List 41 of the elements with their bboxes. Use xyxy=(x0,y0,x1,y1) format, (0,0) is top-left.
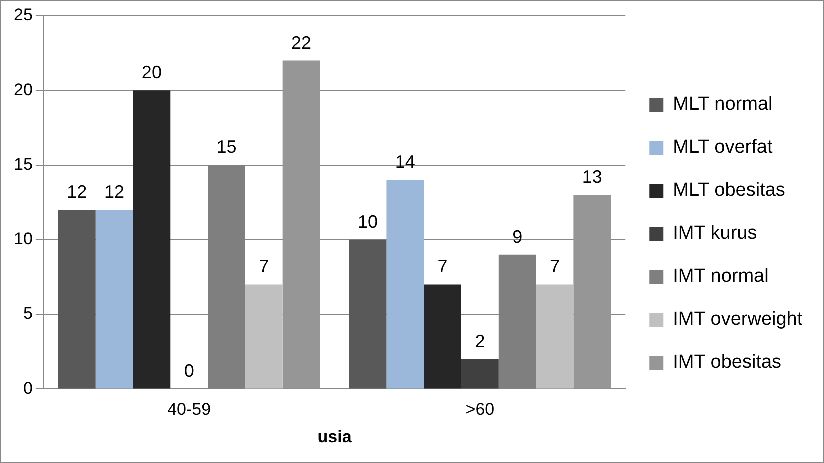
data-label: 7 xyxy=(259,256,270,277)
data-label: 14 xyxy=(395,152,416,172)
legend-label: IMT overweight xyxy=(673,309,804,330)
legend-label: MLT overfat xyxy=(673,137,774,158)
data-label: 22 xyxy=(292,32,312,53)
data-label: 7 xyxy=(550,256,560,277)
data-label: 9 xyxy=(512,226,523,247)
bar xyxy=(349,240,387,389)
y-tick-label: 0 xyxy=(23,378,33,398)
x-axis-title: usia xyxy=(318,427,352,446)
legend-label: IMT kurus xyxy=(673,223,758,244)
bar xyxy=(58,210,96,389)
y-tick-label: 25 xyxy=(14,6,33,25)
data-label: 0 xyxy=(184,361,194,382)
legend-label: MLT obesitas xyxy=(673,180,786,202)
y-tick-label: 5 xyxy=(23,304,33,324)
data-label: 7 xyxy=(438,256,448,277)
bar xyxy=(282,60,320,389)
bar xyxy=(96,210,134,389)
data-label: 10 xyxy=(358,212,378,232)
data-label: 13 xyxy=(582,167,602,188)
data-label: 12 xyxy=(104,182,125,202)
bar xyxy=(462,359,499,389)
legend-label: IMT obesitas xyxy=(673,352,782,374)
data-label: 12 xyxy=(67,182,88,202)
y-tick-label: 10 xyxy=(14,230,33,249)
bar xyxy=(133,90,171,389)
y-tick-label: 20 xyxy=(14,80,33,100)
y-tick-label: 15 xyxy=(14,154,33,174)
legend-label: MLT normal xyxy=(673,94,773,116)
x-tick-label: 40-59 xyxy=(168,400,212,420)
data-label: 20 xyxy=(142,62,162,83)
bar xyxy=(386,180,424,389)
bar xyxy=(574,195,612,389)
data-label: 15 xyxy=(216,137,237,158)
data-label: 2 xyxy=(475,331,486,352)
x-tick-label: >60 xyxy=(466,400,495,420)
bar xyxy=(424,284,462,389)
bar xyxy=(245,284,283,389)
bar xyxy=(536,284,574,389)
legend-label: IMT normal xyxy=(673,266,769,288)
